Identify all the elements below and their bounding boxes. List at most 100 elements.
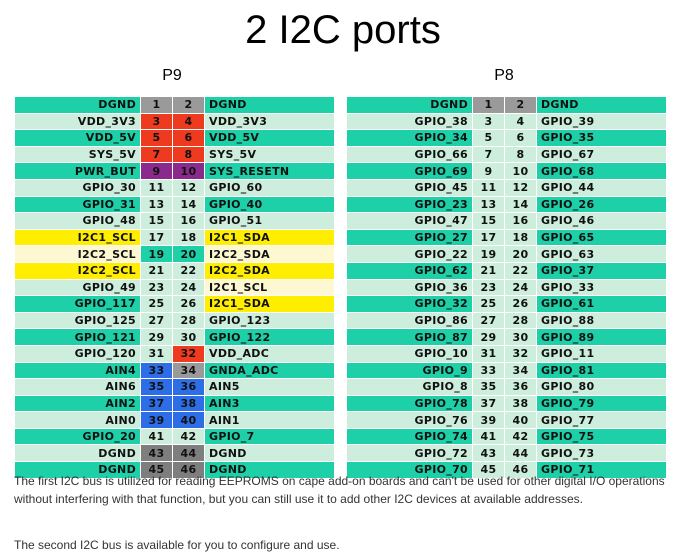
p9-pin-table: DGND 1 2 DGND VDD_3V3 3 4 VDD_3V3 VDD_5V 5 6 VDD_5V… (14, 96, 335, 479)
p9-row: DGND 1 2 DGND (14, 96, 335, 114)
p8-pin-name: GPIO_27 (346, 228, 473, 247)
p9-pin-name: I2C2_SCL (14, 261, 141, 280)
p9-pin-number: 8 (172, 145, 205, 164)
p8-pin-number: 43 (472, 444, 505, 463)
p9-pin-name: DGND (204, 444, 335, 463)
p8-pin-number: 5 (472, 129, 505, 147)
p8-row: GPIO_87 29 30 GPIO_89 (346, 328, 667, 346)
p9-pin-name: GPIO_60 (204, 178, 335, 197)
p9-pin-number: 19 (140, 245, 173, 263)
p8-pin-number: 42 (504, 427, 537, 446)
p9-pin-name: DGND (14, 461, 141, 479)
p9-row: GPIO_49 23 24 I2C1_SCL (14, 278, 335, 297)
p9-pin-number: 46 (172, 461, 205, 479)
p8-pin-name: GPIO_9 (346, 361, 473, 380)
p9-pin-name: VDD_3V3 (14, 112, 141, 131)
p9-row: AIN6 35 36 AIN5 (14, 378, 335, 396)
p8-pin-name: GPIO_10 (346, 344, 473, 363)
p9-pin-number: 18 (172, 228, 205, 247)
p8-pin-number: 26 (504, 295, 537, 313)
p8-pin-number: 25 (472, 295, 505, 313)
p9-pin-name: GPIO_20 (14, 427, 141, 446)
p9-pin-name: GPIO_7 (204, 427, 335, 446)
p8-row: GPIO_74 41 42 GPIO_75 (346, 427, 667, 446)
p8-pin-number: 32 (504, 344, 537, 363)
p8-pin-name: GPIO_26 (536, 195, 667, 214)
p9-pin-number: 5 (140, 129, 173, 147)
p8-pin-name: GPIO_61 (536, 295, 667, 313)
p8-pin-number: 45 (472, 461, 505, 479)
p9-pin-number: 33 (140, 361, 173, 380)
p8-pin-name: GPIO_44 (536, 178, 667, 197)
p8-pin-name: GPIO_68 (536, 162, 667, 180)
p8-pin-number: 31 (472, 344, 505, 363)
p9-row: GPIO_30 11 12 GPIO_60 (14, 178, 335, 197)
p9-pin-name: GPIO_51 (204, 212, 335, 230)
p8-pin-number: 1 (472, 96, 505, 114)
p8-pin-table: DGND 1 2 DGND GPIO_38 3 4 GPIO_39 GPIO_34 5 6 GPIO_… (346, 96, 667, 479)
p9-pin-number: 21 (140, 261, 173, 280)
p9-pin-name: GNDA_ADC (204, 361, 335, 380)
p9-pin-name: I2C2_SCL (14, 245, 141, 263)
p9-pin-number: 37 (140, 394, 173, 413)
p9-row: GPIO_31 13 14 GPIO_40 (14, 195, 335, 214)
p9-pin-name: GPIO_123 (204, 311, 335, 330)
p8-pin-name: GPIO_45 (346, 178, 473, 197)
p9-pin-number: 39 (140, 411, 173, 429)
p8-pin-number: 34 (504, 361, 537, 380)
p8-pin-name: GPIO_65 (536, 228, 667, 247)
p8-pin-name: GPIO_86 (346, 311, 473, 330)
p8-pin-number: 18 (504, 228, 537, 247)
p8-pin-number: 15 (472, 212, 505, 230)
p8-row: GPIO_72 43 44 GPIO_73 (346, 444, 667, 463)
p8-pin-number: 11 (472, 178, 505, 197)
p9-pin-number: 32 (172, 344, 205, 363)
p8-row: GPIO_23 13 14 GPIO_26 (346, 195, 667, 214)
p8-pin-name: GPIO_69 (346, 162, 473, 180)
p8-pin-number: 8 (504, 145, 537, 164)
p8-pin-number: 37 (472, 394, 505, 413)
p9-pin-name: GPIO_40 (204, 195, 335, 214)
p9-pin-number: 34 (172, 361, 205, 380)
p9-pin-name: VDD_5V (14, 129, 141, 147)
p9-row: DGND 43 44 DGND (14, 444, 335, 463)
p9-row: GPIO_20 41 42 GPIO_7 (14, 427, 335, 446)
p8-row: GPIO_76 39 40 GPIO_77 (346, 411, 667, 429)
p8-pin-name: GPIO_11 (536, 344, 667, 363)
p8-pin-number: 13 (472, 195, 505, 214)
p9-pin-name: I2C1_SDA (204, 228, 335, 247)
p9-pin-number: 27 (140, 311, 173, 330)
p9-pin-number: 44 (172, 444, 205, 463)
p9-row: I2C1_SCL 17 18 I2C1_SDA (14, 228, 335, 247)
p8-pin-number: 12 (504, 178, 537, 197)
p8-pin-number: 4 (504, 112, 537, 131)
p9-pin-name: DGND (14, 444, 141, 463)
p8-pin-name: GPIO_8 (346, 378, 473, 396)
p8-row: GPIO_36 23 24 GPIO_33 (346, 278, 667, 297)
p9-pin-number: 23 (140, 278, 173, 297)
p8-pin-number: 24 (504, 278, 537, 297)
p9-pin-name: DGND (14, 96, 141, 114)
p9-pin-name: SYS_5V (14, 145, 141, 164)
p8-pin-number: 28 (504, 311, 537, 330)
p9-pin-number: 4 (172, 112, 205, 131)
p9-pin-name: VDD_5V (204, 129, 335, 147)
p8-pin-name: GPIO_71 (536, 461, 667, 479)
p9-pin-number: 10 (172, 162, 205, 180)
p9-pin-number: 6 (172, 129, 205, 147)
p9-pin-number: 20 (172, 245, 205, 263)
p9-pin-name: SYS_RESETN (204, 162, 335, 180)
p8-pin-name: GPIO_75 (536, 427, 667, 446)
p8-pin-name: GPIO_81 (536, 361, 667, 380)
p8-pin-name: GPIO_34 (346, 129, 473, 147)
p8-pin-name: GPIO_63 (536, 245, 667, 263)
p8-pin-number: 22 (504, 261, 537, 280)
p9-pin-number: 13 (140, 195, 173, 214)
p8-pin-name: GPIO_47 (346, 212, 473, 230)
p9-row: VDD_5V 5 6 VDD_5V (14, 129, 335, 147)
p9-pin-name: GPIO_122 (204, 328, 335, 346)
p8-pin-name: DGND (536, 96, 667, 114)
p8-row: GPIO_10 31 32 GPIO_11 (346, 344, 667, 363)
p9-pin-number: 24 (172, 278, 205, 297)
p8-pin-number: 20 (504, 245, 537, 263)
